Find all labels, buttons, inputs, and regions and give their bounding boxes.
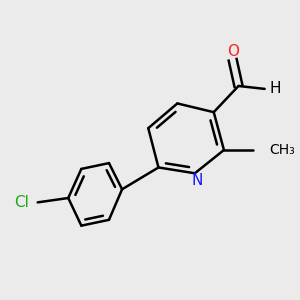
Text: H: H [269,81,281,96]
Text: CH₃: CH₃ [269,143,295,157]
Text: Cl: Cl [14,195,29,210]
Text: O: O [227,44,239,59]
Text: N: N [191,173,203,188]
